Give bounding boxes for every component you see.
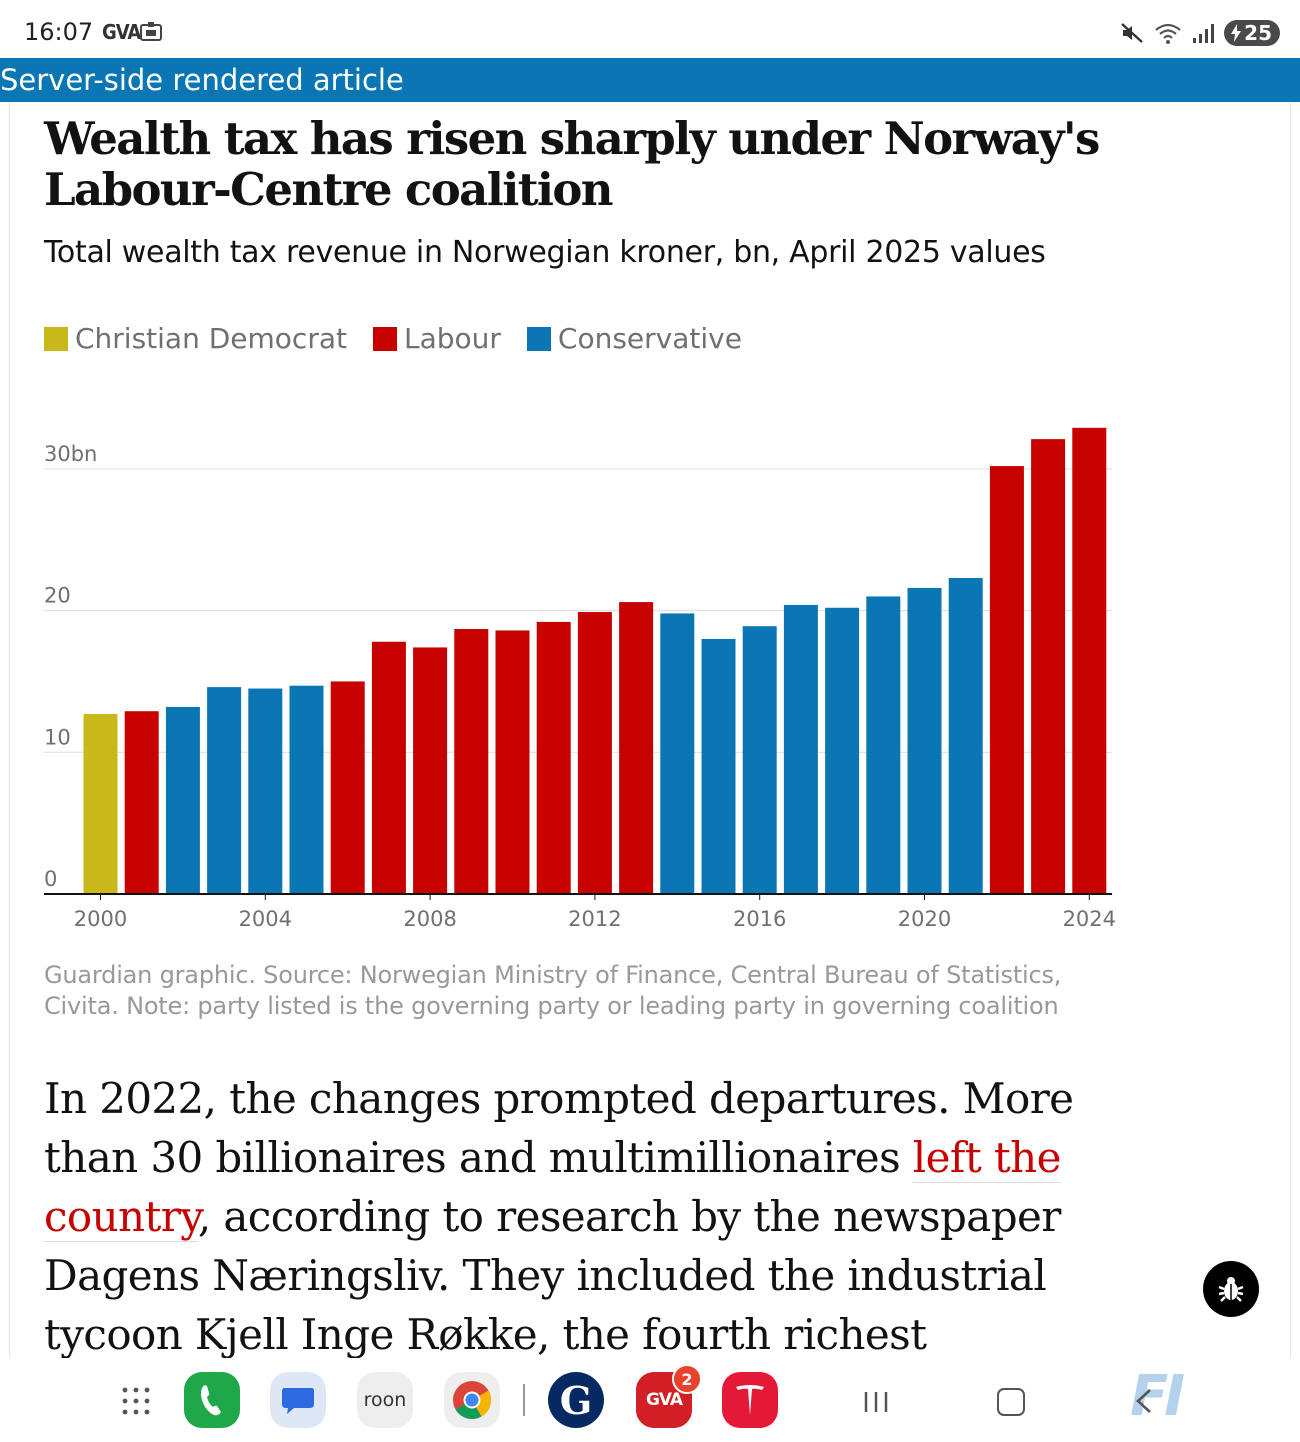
bar-2016 bbox=[742, 626, 777, 894]
wifi-icon bbox=[1155, 23, 1181, 44]
recent-apps-button[interactable] bbox=[862, 1390, 890, 1414]
bar-2009 bbox=[454, 629, 489, 894]
status-icons: 25 bbox=[1120, 18, 1280, 48]
chart-subhead: Total wealth tax revenue in Norwegian kr… bbox=[44, 235, 1046, 270]
legend-swatch bbox=[526, 326, 551, 351]
x-tick-label: 2000 bbox=[74, 907, 127, 931]
home-button[interactable] bbox=[997, 1388, 1025, 1416]
guardian-app-icon[interactable]: G bbox=[548, 1372, 604, 1428]
tesla-logo-icon bbox=[736, 1385, 764, 1415]
x-tick-label: 2020 bbox=[898, 907, 951, 931]
app-drawer-icon[interactable] bbox=[121, 1386, 151, 1416]
bar-2004 bbox=[248, 688, 283, 894]
x-tick-label: 2004 bbox=[239, 907, 292, 931]
chart-headline: Wealth tax has risen sharply under Norwa… bbox=[44, 112, 1100, 216]
banner-text: Server-side rendered article bbox=[0, 63, 404, 97]
charging-icon bbox=[1231, 24, 1242, 42]
phone-app-icon[interactable] bbox=[184, 1372, 240, 1428]
bar-2000 bbox=[83, 714, 118, 894]
legend-label: Christian Democrat bbox=[75, 322, 347, 355]
y-tick-label: 20 bbox=[44, 584, 71, 608]
bar-2012 bbox=[577, 612, 612, 894]
bar-2001 bbox=[124, 711, 159, 894]
gva-app-icon[interactable]: GVA 2 bbox=[636, 1364, 702, 1428]
content-border-right bbox=[1290, 102, 1291, 1358]
battery-level: 25 bbox=[1244, 21, 1272, 45]
news-notification-icon bbox=[140, 22, 162, 41]
bar-2018 bbox=[825, 607, 860, 894]
chrome-app-icon[interactable] bbox=[444, 1372, 500, 1428]
gva-label: GVA bbox=[645, 1390, 683, 1410]
chart-legend: Christian Democrat Labour Conservative bbox=[44, 322, 768, 355]
legend-item-labour: Labour bbox=[372, 322, 501, 355]
y-tick-label: 30bn bbox=[44, 442, 97, 466]
mute-icon bbox=[1121, 23, 1143, 43]
bar-2008 bbox=[413, 647, 448, 894]
legend-label: Conservative bbox=[557, 322, 742, 355]
x-tick-label: 2024 bbox=[1063, 907, 1116, 931]
chart-bars bbox=[83, 427, 1107, 894]
bug-icon bbox=[1218, 1277, 1244, 1302]
left-the-country-link[interactable]: left the country bbox=[44, 1133, 1061, 1242]
y-tick-label: 10 bbox=[44, 725, 71, 749]
bug-report-button[interactable] bbox=[1203, 1261, 1259, 1317]
bar-2013 bbox=[619, 602, 654, 894]
bar-2021 bbox=[948, 578, 983, 894]
server-rendered-banner: Server-side rendered article bbox=[0, 58, 1300, 102]
chart-axes: 0 10 20 30bn 2000 2004 2008 2012 2016 2020 2024 bbox=[44, 442, 1116, 931]
notification-badge: 2 bbox=[672, 1364, 702, 1394]
bar-2011 bbox=[536, 621, 571, 894]
y-tick-label: 0 bbox=[44, 867, 57, 891]
dock-separator bbox=[523, 1384, 525, 1416]
bar-2005 bbox=[289, 685, 324, 894]
bar-2023 bbox=[1031, 439, 1066, 894]
chrome-icon bbox=[453, 1381, 492, 1420]
paragraph-text-start: In 2022, the changes prompted departures… bbox=[44, 1074, 1074, 1182]
x-tick-label: 2012 bbox=[568, 907, 621, 931]
x-tick-label: 2008 bbox=[403, 907, 456, 931]
roon-app-icon[interactable]: roon bbox=[357, 1372, 413, 1428]
bar-2010 bbox=[495, 630, 530, 894]
status-time: 16:07 bbox=[24, 18, 94, 46]
watermark-logo: FI bbox=[1130, 1364, 1185, 1429]
chat-bubble-icon bbox=[282, 1388, 314, 1414]
legend-label: Labour bbox=[403, 322, 501, 355]
messages-app-icon[interactable] bbox=[270, 1372, 326, 1428]
chart-source-note: Guardian graphic. Source: Norwegian Mini… bbox=[44, 961, 1062, 1020]
bar-2017 bbox=[783, 604, 818, 894]
legend-swatch bbox=[44, 326, 68, 351]
bar-2022 bbox=[989, 466, 1024, 894]
bar-2002 bbox=[165, 706, 200, 894]
roon-label: roon bbox=[363, 1389, 407, 1411]
bar-2019 bbox=[866, 596, 901, 894]
legend-item-christian-democrat: Christian Democrat bbox=[44, 322, 347, 355]
back-button[interactable] bbox=[1134, 1388, 1154, 1414]
gva-notification-icon: GVA bbox=[102, 20, 141, 44]
guardian-logo-icon: G bbox=[559, 1377, 593, 1423]
bar-2014 bbox=[660, 613, 695, 894]
article-paragraph: In 2022, the changes prompted departures… bbox=[44, 1069, 1134, 1423]
battery-indicator: 25 bbox=[1224, 20, 1280, 46]
phone-icon bbox=[201, 1385, 221, 1416]
bar-2024 bbox=[1072, 427, 1107, 894]
bar-2003 bbox=[207, 687, 242, 894]
x-tick-label: 2016 bbox=[733, 907, 786, 931]
legend-item-conservative: Conservative bbox=[526, 322, 742, 355]
content-border-left bbox=[9, 102, 10, 1358]
bar-2007 bbox=[371, 641, 406, 894]
tesla-app-icon[interactable] bbox=[722, 1372, 778, 1428]
android-taskbar: roon G GVA 2 FI bbox=[0, 1358, 1300, 1442]
legend-swatch bbox=[372, 326, 397, 351]
signal-icon bbox=[1193, 24, 1215, 43]
bar-2015 bbox=[701, 638, 736, 894]
bar-2020 bbox=[907, 587, 942, 894]
bar-2006 bbox=[330, 681, 365, 894]
wealth-tax-bar-chart: 0 10 20 30bn 2000 2004 2008 2012 2016 2020 2024 bbox=[44, 427, 1116, 931]
status-bar: 16:07 GVA 25 bbox=[0, 0, 1300, 58]
